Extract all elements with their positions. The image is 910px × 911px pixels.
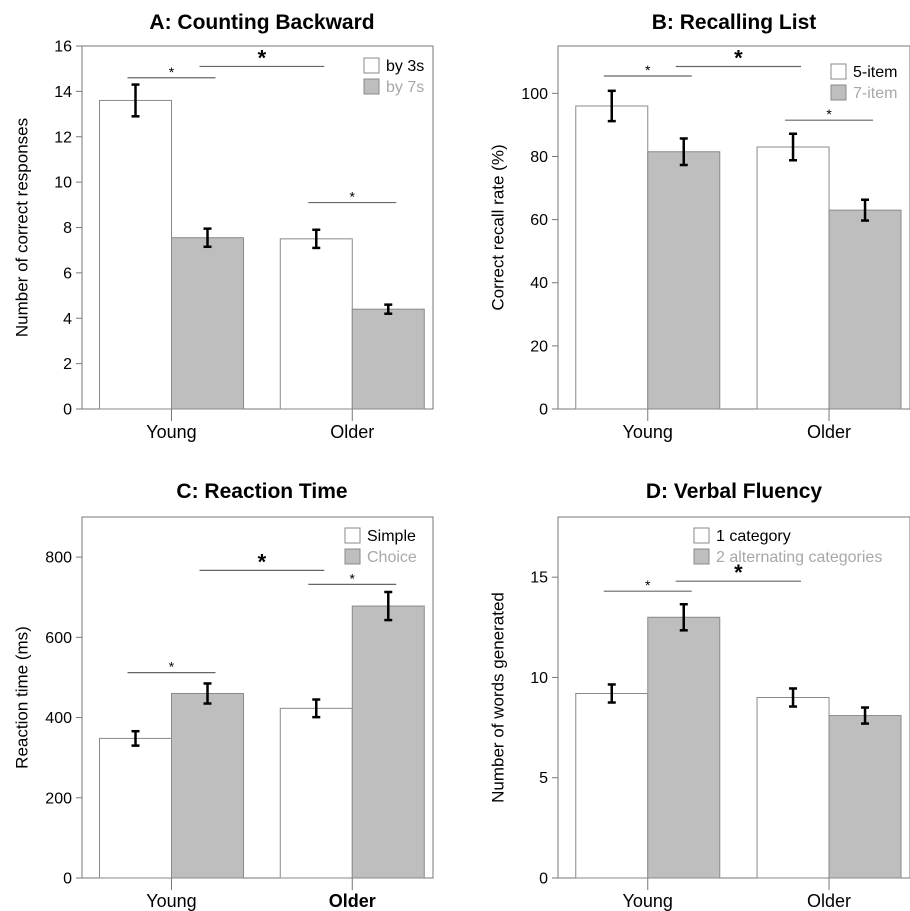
panel-d-y-axis-label: Number of words generated: [489, 592, 508, 803]
panel-b-y-tick-label: 100: [521, 86, 548, 103]
panel-b-y-tick-label: 20: [530, 338, 548, 355]
panel-b-legend-label: 5-item: [853, 64, 897, 81]
panel-a-significance-star: *: [169, 64, 175, 80]
panel-b-bar-series2-young: [647, 151, 721, 410]
panel-c-y-tick-label: 200: [45, 790, 72, 807]
panel-a-x-tick-label: Young: [146, 422, 196, 442]
panel-d-y-tick-label: 5: [539, 770, 548, 787]
panel-c-bar-series1-young: [99, 737, 173, 879]
panel-b-significance-star: *: [645, 62, 651, 78]
panel-c-significance-star: *: [258, 549, 267, 574]
panel-a-legend-swatch: [363, 57, 380, 74]
panel-a-y-tick-label: 6: [63, 265, 72, 282]
panel-b-axes-frame: [557, 45, 910, 410]
panel-a-y-tick-label: 12: [54, 129, 72, 146]
panel-a-y-tick-label: 0: [63, 402, 72, 419]
panel-d-y-tick-label: 15: [530, 570, 548, 587]
panel-b-legend-swatch: [830, 63, 847, 80]
panel-a-bar-series1-young: [99, 99, 173, 410]
panel-b-y-tick-label: 60: [530, 212, 548, 229]
panel-d-significance-star: *: [734, 560, 743, 585]
panel-a-y-axis-label: Number of correct responses: [13, 118, 32, 337]
panel-a-legend-swatch: [363, 78, 380, 95]
panel-a-x-tick-label: Older: [330, 422, 374, 442]
panel-a-y-tick-label: 4: [63, 311, 72, 328]
panel-a-bar-series1-older: [279, 238, 353, 410]
panel-b-legend-label: 7-item: [853, 85, 897, 102]
panel-d-significance-star: *: [645, 577, 651, 593]
panel-a-significance-star: *: [350, 189, 356, 205]
panel-d-legend-label: 1 category: [716, 528, 791, 545]
panel-d-axes-frame: [557, 516, 910, 879]
panel-c-axes-frame: [81, 516, 434, 879]
panel-a-y-tick-label: 10: [54, 175, 72, 192]
panel-a-y-tick-label: 16: [54, 39, 72, 56]
panel-a-title: A: Counting Backward: [149, 11, 374, 34]
panel-c-bar-series1-older: [279, 707, 353, 879]
panel-c-significance-star: *: [169, 659, 175, 675]
panel-b-title: B: Recalling List: [652, 11, 817, 34]
panel-c-y-tick-label: 0: [63, 871, 72, 888]
panel-a-bar-series2-older: [351, 308, 425, 410]
panel-b-bar-series2-older: [828, 209, 902, 410]
panel-b-bar-series1-young: [575, 105, 649, 410]
panel-b-legend-swatch: [830, 84, 847, 101]
panel-c-legend-label: Choice: [367, 549, 417, 566]
panel-a-y-tick-label: 2: [63, 356, 72, 373]
panel-d-bar-series1-older: [756, 697, 830, 879]
panel-d-x-tick-label: Older: [807, 891, 851, 911]
panel-b-significance-star: *: [826, 106, 832, 122]
panel-c-x-tick-label: Young: [146, 891, 196, 911]
panel-d-bar-series2-older: [828, 715, 902, 879]
panel-a-y-tick-label: 14: [54, 84, 72, 101]
panel-c-x-tick-label: Older: [329, 891, 376, 911]
panel-d-legend-swatch: [693, 548, 710, 565]
panel-c-y-tick-label: 600: [45, 630, 72, 647]
panel-c-legend-swatch: [344, 548, 361, 565]
panel-b-y-tick-label: 40: [530, 275, 548, 292]
panel-d-x-tick-label: Young: [623, 891, 673, 911]
panel-c-title: C: Reaction Time: [176, 480, 347, 503]
panel-b-x-tick-label: Young: [623, 422, 673, 442]
panel-c-significance-star: *: [350, 570, 356, 586]
panel-c-y-axis-label: Reaction time (ms): [13, 626, 32, 769]
panel-d-title: D: Verbal Fluency: [646, 480, 823, 503]
panel-d-legend-swatch: [693, 527, 710, 544]
panel-b-y-axis-label: Correct recall rate (%): [489, 144, 508, 310]
panel-b-bar-series1-older: [756, 146, 830, 410]
panel-c-y-tick-label: 800: [45, 550, 72, 567]
panel-a-bar-series2-young: [171, 237, 245, 410]
panel-a-legend-label: by 3s: [386, 58, 424, 75]
panel-b-x-tick-label: Older: [807, 422, 851, 442]
panel-c-legend-label: Simple: [367, 528, 416, 545]
panel-d-y-tick-label: 10: [530, 670, 548, 687]
panel-b-y-tick-label: 0: [539, 402, 548, 419]
panel-c-legend-swatch: [344, 527, 361, 544]
panel-d-y-tick-label: 0: [539, 871, 548, 888]
panel-b-y-tick-label: 80: [530, 149, 548, 166]
panel-a-significance-star: *: [258, 45, 267, 70]
panel-d-legend-label: 2 alternating categories: [716, 549, 882, 566]
panel-b-significance-star: *: [734, 46, 743, 71]
panel-c-bar-series2-older: [351, 605, 425, 879]
panel-d-bar-series1-young: [575, 692, 649, 879]
panel-a-y-tick-label: 8: [63, 220, 72, 237]
panel-c-y-tick-label: 400: [45, 710, 72, 727]
panel-c-bar-series2-young: [171, 692, 245, 879]
panel-a-legend-label: by 7s: [386, 79, 424, 96]
panel-d-bar-series2-young: [647, 616, 721, 879]
